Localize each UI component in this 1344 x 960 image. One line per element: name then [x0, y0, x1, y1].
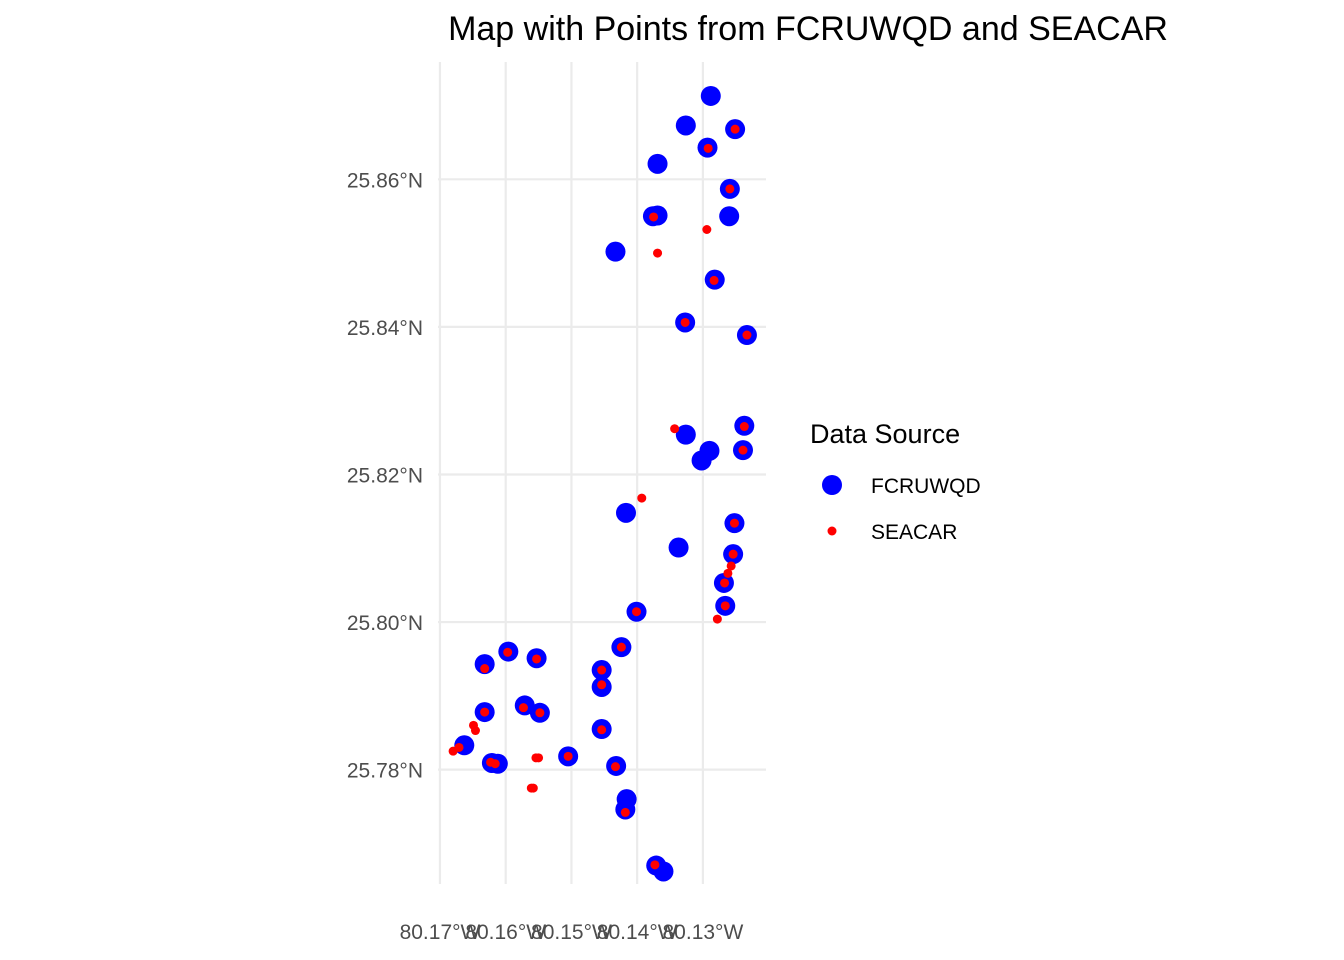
seacar-point [725, 184, 735, 194]
fcruwqd-point [700, 85, 721, 106]
seacar-point [518, 703, 528, 713]
seacar-point [738, 445, 748, 455]
x-tick-label: 80.14°W [597, 921, 678, 944]
fcruwqd-point [605, 241, 626, 262]
seacar-point [720, 578, 730, 588]
seacar-points [448, 124, 752, 870]
seacar-point [653, 248, 663, 258]
x-tick-label: 80.16°W [465, 921, 546, 944]
legend-label-seacar: SEACAR [871, 521, 957, 544]
legend-key-fcruwqd [822, 475, 842, 495]
seacar-point [637, 493, 647, 503]
y-axis-ticks: 25.78°N 25.80°N 25.82°N 25.84°N 25.86°N [347, 169, 423, 782]
seacar-point [610, 762, 620, 772]
legend: Data Source FCRUWQD SEACAR [810, 419, 981, 544]
y-tick-label: 25.84°N [347, 317, 423, 340]
seacar-point [535, 708, 545, 718]
seacar-point [739, 422, 749, 432]
x-tick-label: 80.15°W [531, 921, 612, 944]
seacar-point [563, 751, 573, 761]
seacar-point [729, 518, 739, 528]
seacar-point [649, 212, 659, 222]
seacar-point [528, 783, 538, 793]
seacar-point [709, 275, 719, 285]
seacar-point [650, 860, 660, 870]
seacar-point [703, 143, 713, 153]
fcruwqd-point [675, 115, 696, 136]
fcruwqd-point [719, 206, 740, 227]
seacar-point [448, 746, 458, 756]
seacar-point [728, 549, 738, 559]
fcruwqd-point [691, 450, 712, 471]
seacar-point [723, 568, 733, 578]
legend-label-fcruwqd: FCRUWQD [871, 475, 981, 498]
legend-key-seacar [827, 526, 837, 536]
seacar-point [597, 725, 607, 735]
x-tick-label: 80.13°W [663, 921, 744, 944]
seacar-point [742, 330, 752, 340]
seacar-point [480, 707, 490, 717]
x-axis-ticks: 80.17°W80.16°W80.15°W80.14°W80.13°W [400, 921, 744, 944]
seacar-point [712, 614, 722, 624]
x-tick-label: 80.17°W [400, 921, 481, 944]
seacar-point [597, 680, 607, 690]
fcruwqd-point [675, 424, 696, 445]
y-tick-label: 25.82°N [347, 464, 423, 487]
seacar-point [597, 665, 607, 675]
y-tick-label: 25.80°N [347, 612, 423, 635]
seacar-point [616, 642, 626, 652]
seacar-point [620, 807, 630, 817]
fcruwqd-point [668, 537, 689, 558]
legend-title: Data Source [810, 419, 960, 449]
seacar-point [702, 224, 712, 234]
seacar-point [490, 759, 500, 769]
seacar-point [720, 601, 730, 611]
y-tick-label: 25.78°N [347, 760, 423, 783]
seacar-point [680, 317, 690, 327]
seacar-point [726, 561, 736, 571]
fcruwqd-points [454, 85, 757, 882]
seacar-point [730, 124, 740, 134]
seacar-point [480, 664, 490, 674]
seacar-point [632, 607, 642, 617]
seacar-point [534, 753, 544, 763]
seacar-point [470, 726, 480, 736]
chart-title: Map with Points from FCRUWQD and SEACAR [448, 10, 1168, 48]
y-tick-label: 25.86°N [347, 169, 423, 192]
seacar-point [670, 424, 680, 434]
fcruwqd-point [647, 153, 668, 174]
fcruwqd-point [615, 502, 636, 523]
seacar-point [532, 654, 542, 664]
seacar-point [503, 647, 513, 657]
